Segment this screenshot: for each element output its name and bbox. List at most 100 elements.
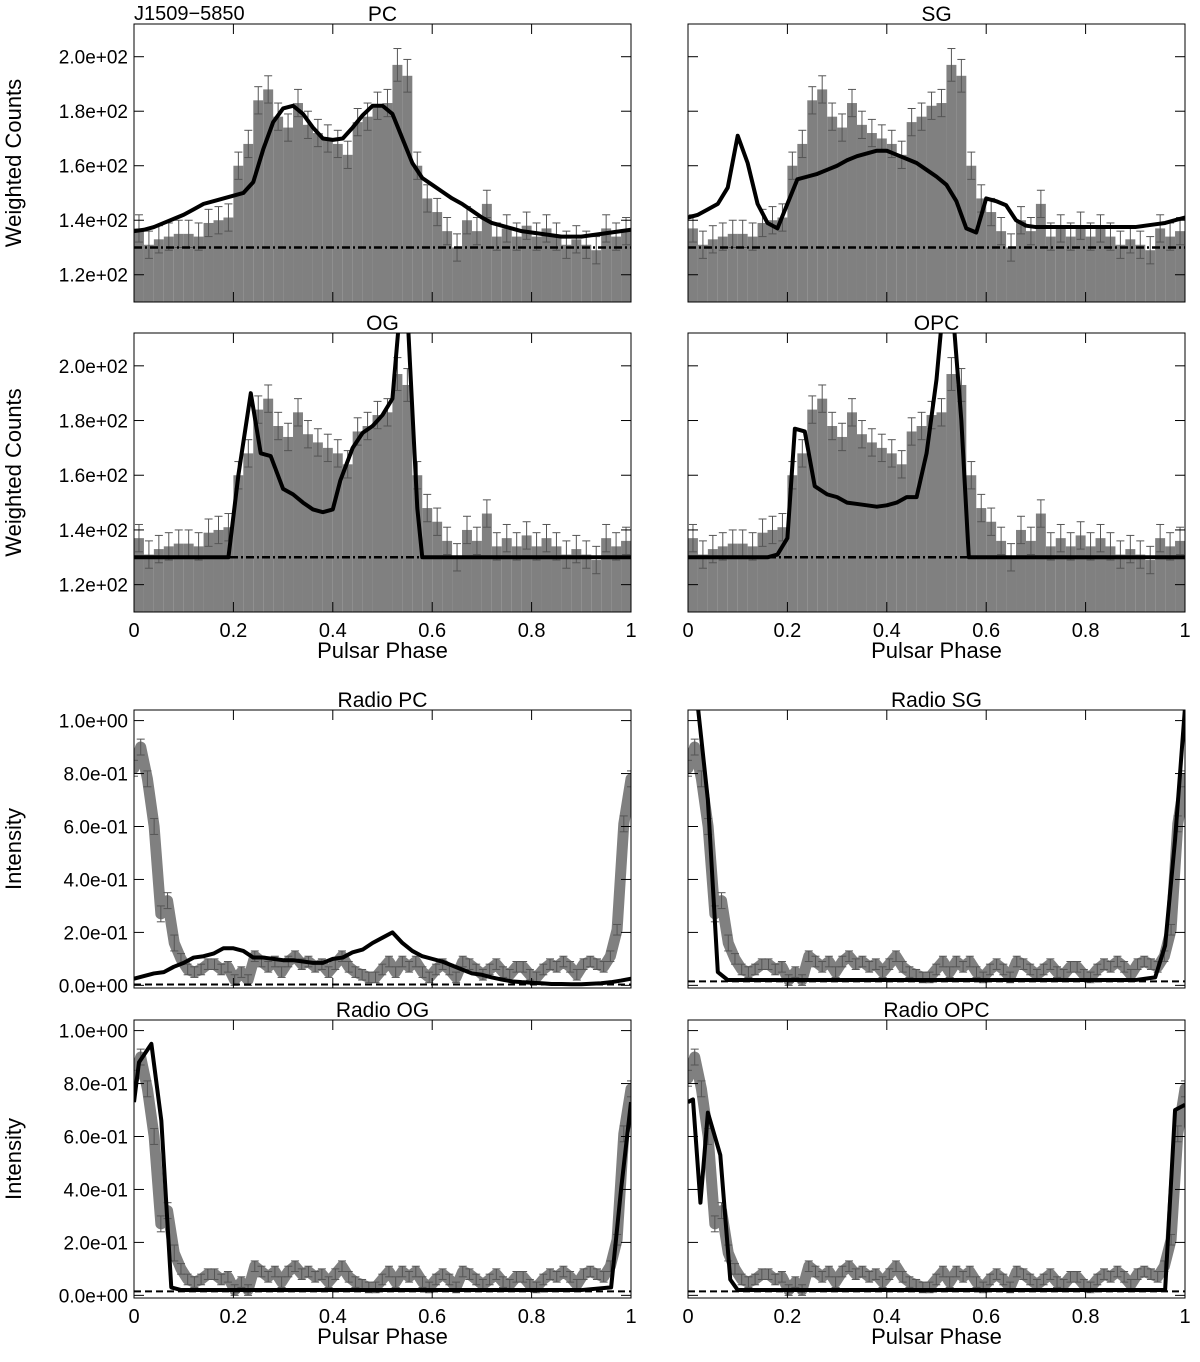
error-bar: [838, 955, 847, 968]
panel-title: OPC: [914, 312, 960, 335]
error-bar: [1120, 1271, 1129, 1283]
histogram-bar: [837, 436, 848, 612]
histogram-bar: [233, 165, 244, 302]
x-tick-label: 1: [625, 620, 636, 642]
histogram-bar: [322, 447, 333, 612]
histogram-bar: [837, 127, 848, 302]
error-bar: [539, 963, 548, 976]
error-bar: [1136, 230, 1145, 259]
histogram-bar: [866, 442, 877, 612]
error-bar: [1066, 961, 1075, 973]
error-bar: [798, 129, 807, 159]
histogram-bar: [621, 231, 631, 302]
x-tick-label: 0.6: [972, 1306, 1000, 1328]
x-tick-label: 0: [682, 620, 693, 642]
histogram-bar: [797, 453, 808, 612]
y-ticks: [134, 56, 631, 276]
error-bar: [358, 968, 367, 981]
histogram-bar: [1035, 203, 1046, 302]
histogram-bar: [263, 398, 274, 612]
error-bar: [378, 963, 387, 976]
error-bar: [214, 515, 223, 545]
error-bar: [808, 395, 817, 424]
error-bar: [217, 1273, 226, 1286]
plot-frame: [133, 709, 632, 989]
panel-title: OG: [366, 312, 399, 335]
error-bar: [333, 129, 342, 159]
error-bar: [163, 892, 172, 910]
histogram-bar: [767, 220, 778, 302]
error-bar: [804, 1260, 813, 1273]
x-ticks: [133, 333, 632, 612]
histogram-bar: [471, 231, 482, 302]
error-bar: [977, 493, 986, 523]
panel-radio-og: 0.0e+00 2.0e-01 4.0e-01 6.0e-01 8.0e-01 1.0e+…: [1, 999, 637, 1349]
y-tick-label: 1.0e+00: [59, 712, 128, 733]
histogram-bar: [807, 409, 818, 612]
error-bar: [592, 545, 601, 575]
error-bar: [627, 770, 631, 788]
error-bar: [1012, 1265, 1021, 1278]
error-bar: [134, 523, 143, 553]
error-bar: [519, 1271, 528, 1283]
error-bar: [777, 961, 786, 973]
error-bar: [465, 1268, 474, 1280]
error-bar: [838, 1265, 847, 1278]
error-bar: [967, 151, 976, 180]
histogram-bar: [173, 233, 184, 302]
histogram-bar: [747, 546, 758, 612]
plot-frame: [687, 709, 1186, 989]
error-bar: [972, 1276, 981, 1288]
error-bar: [592, 1268, 601, 1280]
error-bar: [291, 1260, 300, 1273]
plot-area-radio-og: [134, 1041, 631, 1296]
error-bar: [1099, 1268, 1108, 1280]
error-bar: [824, 1265, 833, 1278]
y-tick-label: 2.0e+02: [59, 48, 128, 69]
error-bar: [997, 217, 1006, 246]
error-bar: [411, 1265, 420, 1278]
histogram-bar: [817, 89, 828, 302]
histogram-bar: [342, 464, 353, 612]
error-bar: [1036, 189, 1045, 219]
error-bar: [758, 518, 767, 547]
error-bar: [324, 966, 333, 978]
error-bar: [592, 958, 601, 970]
histogram-bar: [767, 529, 778, 612]
error-bar: [992, 1268, 1001, 1280]
plot-frame: [133, 332, 632, 613]
plot-area-radio-pc: [134, 738, 631, 987]
histogram-bar: [481, 513, 492, 612]
histogram-bar: [787, 165, 798, 302]
error-bar: [1093, 1273, 1102, 1286]
histogram-bar: [611, 236, 622, 302]
histogram-bar: [342, 154, 353, 302]
error-bar: [250, 1260, 259, 1273]
error-bar: [452, 971, 461, 984]
histogram-bar: [312, 442, 323, 612]
y-tick-label: 0.0e+00: [59, 976, 128, 997]
error-bar: [150, 818, 159, 835]
histogram-bar: [561, 244, 572, 302]
error-bar: [210, 1268, 219, 1280]
histogram-bar: [382, 412, 393, 612]
error-bar: [1093, 963, 1102, 976]
histogram-bar: [1145, 250, 1156, 302]
error-bar: [1133, 1268, 1142, 1280]
histogram-bar: [193, 236, 204, 302]
x-tick-label: 0.2: [219, 1306, 247, 1328]
error-bar: [203, 958, 212, 970]
histogram-bar: [293, 103, 303, 302]
histogram-bar: [143, 554, 154, 612]
error-bar: [1113, 1265, 1122, 1278]
error-bar: [405, 961, 414, 973]
histogram-bar: [163, 236, 174, 302]
y-tick-label: 2.0e+02: [59, 357, 128, 378]
panel-title: Radio OG: [336, 999, 429, 1022]
error-bar: [1016, 206, 1025, 235]
error-bar: [433, 197, 442, 227]
histogram-bar: [432, 212, 443, 302]
histogram-bar: [273, 116, 284, 302]
error-bar: [364, 971, 373, 984]
histogram-bar: [986, 521, 997, 612]
